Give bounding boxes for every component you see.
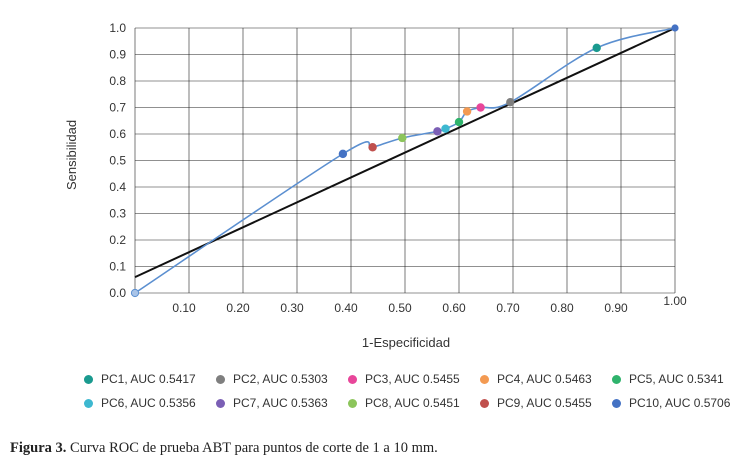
endpoint-marker — [671, 24, 679, 32]
legend-label: PC3, AUC 0.5455 — [365, 372, 460, 386]
data-points — [130, 24, 679, 298]
legend-label: PC9, AUC 0.5455 — [497, 396, 592, 410]
x-tick-label: 0.50 — [388, 301, 412, 315]
x-tick-label: 0.90 — [604, 301, 628, 315]
legend-label: PC4, AUC 0.5463 — [497, 372, 592, 386]
legend-marker — [480, 374, 489, 384]
y-tick-labels: 0.0 0.1 0.2 0.3 0.4 0.5 0.6 0.7 0.8 0.9 1.0 — [109, 21, 126, 300]
y-tick-label: 0.8 — [109, 74, 126, 88]
figure-caption: Figura 3. Curva ROC de prueba ABT para p… — [10, 440, 438, 457]
legend-label: PC5, AUC 0.5341 — [629, 372, 724, 386]
legend-item: PC9, AUC 0.5455 — [480, 396, 612, 410]
point-pc7 — [433, 127, 442, 136]
x-tick-label: 0.60 — [442, 301, 466, 315]
x-tick-label: 0.80 — [550, 301, 574, 315]
legend-item: PC4, AUC 0.5463 — [480, 372, 612, 386]
legend-item: PC1, AUC 0.5417 — [84, 372, 216, 386]
y-tick-label: 0.9 — [109, 48, 126, 62]
y-tick-label: 0.0 — [109, 286, 126, 300]
roc-chart: 0.00.10.20.30.40.50.60.70.80.91.0 0.10 0.… — [64, 21, 687, 350]
legend-item: PC2, AUC 0.5303 — [216, 372, 348, 386]
legend-marker — [216, 398, 225, 408]
x-axis-label: 1-Especificidad — [362, 335, 450, 350]
legend-label: PC10, AUC 0.5706 — [629, 396, 731, 410]
point-pc5 — [454, 117, 464, 127]
y-tick-label: 0.3 — [109, 207, 126, 221]
y-tick-label: 0.7 — [109, 101, 126, 115]
caption-text: Curva ROC de prueba ABT para puntos de c… — [66, 440, 438, 456]
legend-item: PC5, AUC 0.5341 — [612, 372, 744, 386]
point-pc8 — [398, 133, 407, 143]
y-tick-label: 0.6 — [109, 127, 126, 141]
x-tick-label: 0.40 — [334, 301, 358, 315]
legend-marker — [612, 398, 621, 408]
legend-item: PC8, AUC 0.5451 — [348, 396, 480, 410]
legend-marker — [84, 398, 93, 408]
y-tick-label: 0.4 — [109, 180, 126, 194]
legend-marker — [216, 374, 225, 384]
point-pc6 — [441, 124, 450, 133]
point-pc9 — [368, 143, 377, 152]
legend-label: PC1, AUC 0.5417 — [101, 372, 196, 386]
legend-label: PC2, AUC 0.5303 — [233, 372, 328, 386]
point-pc2 — [506, 98, 515, 107]
legend-item: PC6, AUC 0.5356 — [84, 396, 216, 410]
point-pc3 — [476, 103, 485, 112]
point-pc10 — [338, 149, 348, 159]
legend-item: PC3, AUC 0.5455 — [348, 372, 480, 386]
point-pc4 — [462, 107, 472, 116]
point-pc1 — [592, 43, 601, 53]
endpoint-marker — [130, 288, 140, 298]
x-tick-label: 0.30 — [280, 301, 304, 315]
legend-marker — [84, 374, 93, 384]
y-tick-label: 0.2 — [109, 233, 126, 247]
x-tick-label: 0.10 — [172, 301, 196, 315]
caption-label: Figura 3. — [10, 440, 67, 456]
x-tick-label: 0.70 — [496, 301, 520, 315]
y-tick-label: 1.0 — [109, 21, 126, 35]
legend-item: PC10, AUC 0.5706 — [612, 396, 744, 410]
x-tick-labels: 0.10 0.20 0.30 0.40 0.50 0.60 0.70 0.80 0.90 1.00 — [172, 294, 687, 315]
legend-label: PC6, AUC 0.5356 — [101, 396, 196, 410]
reference-line — [134, 27, 676, 279]
y-axis-label: Sensibilidad — [64, 120, 79, 190]
y-tick-label: 0.1 — [109, 260, 126, 274]
legend-label: PC7, AUC 0.5363 — [233, 396, 328, 410]
y-tick-label: 0.5 — [109, 154, 126, 168]
x-tick-label: 0.20 — [226, 301, 250, 315]
legend-marker — [480, 398, 489, 408]
x-tick-label: 1.00 — [663, 294, 687, 308]
grid — [134, 27, 676, 294]
legend-marker — [612, 374, 621, 384]
legend-item: PC7, AUC 0.5363 — [216, 396, 348, 410]
legend: PC1, AUC 0.5417 PC2, AUC 0.5303 PC3, AUC 0… — [84, 372, 744, 410]
legend-marker — [348, 374, 357, 384]
legend-label: PC8, AUC 0.5451 — [365, 396, 460, 410]
legend-marker — [348, 398, 357, 408]
